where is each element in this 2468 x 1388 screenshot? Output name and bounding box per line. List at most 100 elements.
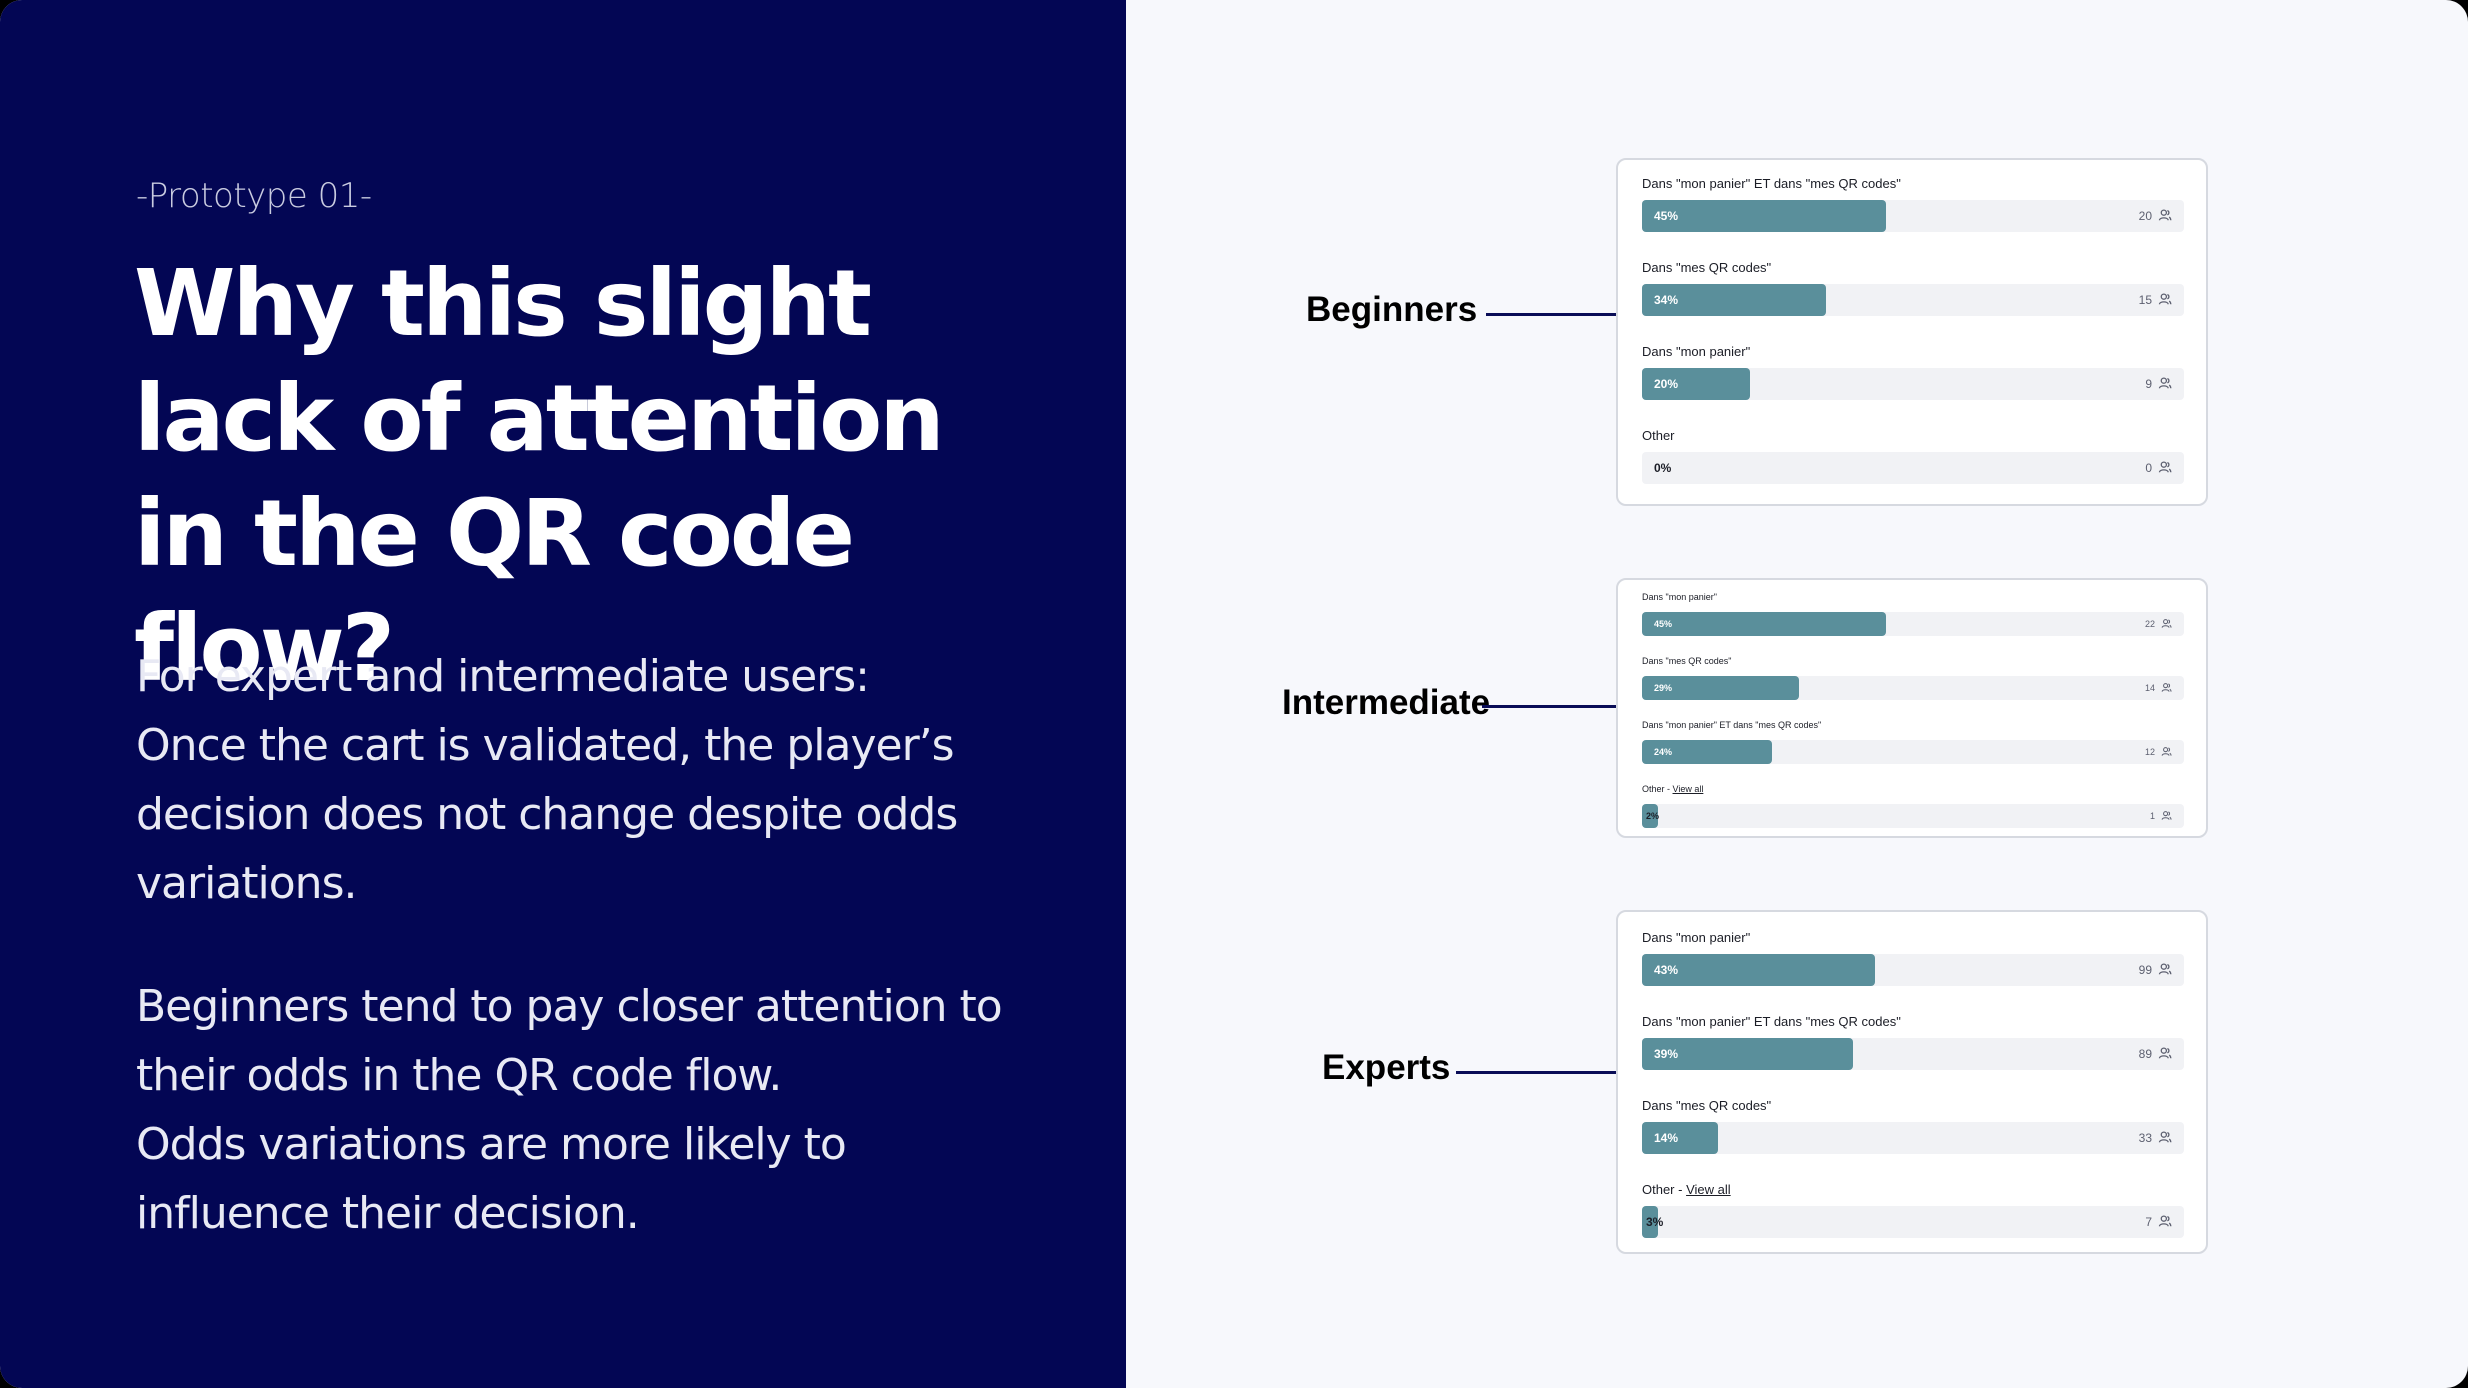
respondent-count: 14: [2145, 676, 2172, 700]
bar-track: 39% 89: [1642, 1038, 2184, 1070]
option-label: Other - View all: [1642, 1182, 1731, 1197]
users-icon: [2158, 1130, 2172, 1143]
prototype-label: -Prototype 01-: [136, 176, 372, 216]
count-value: 20: [2138, 209, 2152, 223]
poll-card-beginners: Dans "mon panier" ET dans "mes QR codes"…: [1616, 158, 2208, 506]
poll-row: Dans "mon panier" 45% 22: [1618, 592, 2206, 636]
bar-track: 3% 7: [1642, 1206, 2184, 1238]
poll-row: Dans "mes QR codes" 34% 15: [1618, 260, 2206, 316]
poll-row: Other 0% 0: [1618, 428, 2206, 484]
bar-track: 24% 12: [1642, 740, 2184, 764]
users-icon: [2158, 1046, 2172, 1059]
option-label: Dans "mon panier": [1642, 592, 1717, 602]
bar-fill: [1642, 1206, 1659, 1238]
users-icon: [2158, 460, 2172, 477]
option-label: Dans "mon panier": [1642, 344, 1750, 359]
respondent-count: 0: [2145, 452, 2172, 484]
group-label-intermediate: Intermediate: [1282, 683, 1491, 722]
respondent-count: 20: [2139, 200, 2172, 232]
users-icon: [2158, 292, 2172, 309]
users-icon: [2158, 1130, 2172, 1147]
bar-fill: [1642, 1122, 1718, 1154]
users-icon: [2158, 1046, 2172, 1063]
poll-row: Dans "mon panier" ET dans "mes QR codes"…: [1618, 720, 2206, 764]
percent-label: 34%: [1654, 293, 1679, 307]
users-icon: [2161, 618, 2172, 628]
percent-label: 45%: [1654, 209, 1679, 223]
bar-track: 34% 15: [1642, 284, 2184, 316]
poll-row: Dans "mon panier" 43% 99: [1618, 930, 2206, 986]
bar-track: 45% 20: [1642, 200, 2184, 232]
users-icon: [2161, 682, 2172, 695]
option-text: Dans "mon panier": [1642, 344, 1751, 359]
count-value: 15: [2138, 293, 2152, 307]
left-panel: -Prototype 01- Why this slight lack of a…: [0, 0, 1126, 1388]
poll-card-experts: Dans "mon panier" 43% 99 Dans "mon panier" …: [1616, 910, 2208, 1254]
percent-label: 20%: [1654, 377, 1679, 391]
respondent-count: 33: [2139, 1122, 2172, 1154]
respondent-count: 12: [2145, 740, 2172, 764]
bar-track: 0% 0: [1642, 452, 2184, 484]
percent-label: 24%: [1654, 747, 1673, 757]
poll-row: Other - View all 3% 7: [1618, 1182, 2206, 1238]
count-value: 9: [2145, 377, 2152, 391]
option-text: Dans "mon panier" ET dans "mes QR codes": [1642, 176, 1901, 191]
users-icon: [2161, 746, 2172, 759]
bar-fill: [1642, 676, 1800, 700]
respondent-count: 99: [2139, 954, 2172, 986]
respondent-count: 15: [2139, 284, 2172, 316]
option-label: Dans "mes QR codes": [1642, 260, 1771, 275]
count-value: 22: [2144, 619, 2155, 629]
bar-track: 29% 14: [1642, 676, 2184, 700]
users-icon: [2161, 746, 2172, 756]
poll-row: Other - View all 2% 1: [1618, 784, 2206, 828]
option-label: Other: [1642, 428, 1675, 443]
bar-fill: [1642, 368, 1751, 400]
connector-intermediate: [1482, 705, 1616, 708]
option-text: Dans "mon panier": [1642, 592, 1717, 602]
respondent-count: 89: [2139, 1038, 2172, 1070]
respondent-count: 9: [2145, 368, 2172, 400]
bar-fill: [1642, 804, 1658, 828]
bar-fill: [1642, 284, 1827, 316]
option-text: Dans "mes QR codes": [1642, 1098, 1772, 1113]
users-icon: [2161, 682, 2172, 692]
bar-track: 43% 99: [1642, 954, 2184, 986]
percent-label: 0%: [1654, 461, 1672, 475]
group-label-beginners: Beginners: [1306, 290, 1478, 329]
option-text: Dans "mon panier" ET dans "mes QR codes": [1642, 720, 1822, 730]
users-icon: [2161, 810, 2172, 820]
option-text: Dans "mes QR codes": [1642, 260, 1772, 275]
option-label: Other - View all: [1642, 784, 1703, 794]
group-label-experts: Experts: [1322, 1048, 1451, 1087]
view-all-link[interactable]: View all: [1686, 1182, 1731, 1197]
users-icon: [2158, 208, 2172, 225]
option-label: Dans "mes QR codes": [1642, 1098, 1771, 1113]
poll-row: Dans "mon panier" 20% 9: [1618, 344, 2206, 400]
bar-fill: [1642, 740, 1773, 764]
bar-track: 2% 1: [1642, 804, 2184, 828]
option-text: Dans "mon panier": [1642, 930, 1751, 945]
view-all-link[interactable]: View all: [1672, 784, 1704, 794]
users-icon: [2158, 292, 2172, 305]
option-label: Dans "mon panier" ET dans "mes QR codes": [1642, 176, 1901, 191]
poll-row: Dans "mon panier" ET dans "mes QR codes"…: [1618, 1014, 2206, 1070]
users-icon: [2161, 618, 2172, 631]
bar-fill: [1642, 200, 1886, 232]
respondent-count: 22: [2145, 612, 2172, 636]
connector-experts: [1456, 1071, 1616, 1074]
bar-fill: [1642, 954, 1876, 986]
option-label: Dans "mon panier": [1642, 930, 1750, 945]
users-icon: [2158, 962, 2172, 979]
option-label: Dans "mon panier" ET dans "mes QR codes": [1642, 1014, 1901, 1029]
count-value: 7: [2145, 1215, 2152, 1229]
percent-label: 14%: [1654, 1131, 1679, 1145]
option-label: Dans "mes QR codes": [1642, 656, 1731, 666]
percent-label: 29%: [1654, 683, 1673, 693]
option-text: Other: [1642, 428, 1675, 443]
users-icon: [2161, 810, 2172, 823]
percent-label: 39%: [1654, 1047, 1679, 1061]
count-value: 1: [2149, 811, 2155, 821]
bar-track: 45% 22: [1642, 612, 2184, 636]
